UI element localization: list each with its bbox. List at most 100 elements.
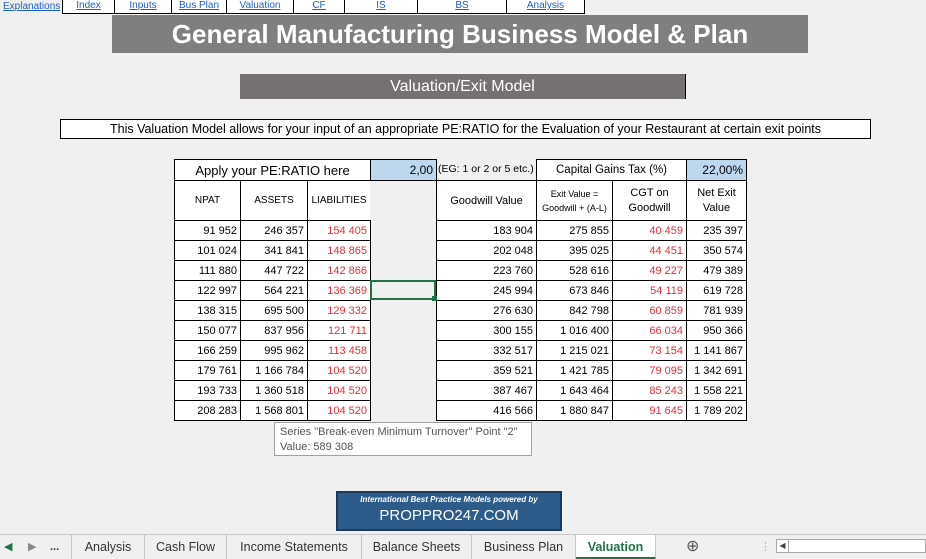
net-exit-cell[interactable]: 235 397 (686, 220, 747, 241)
assets-cell[interactable]: 246 357 (240, 220, 308, 241)
cgt-cell[interactable]: 49 227 (612, 260, 687, 281)
proppro-logo[interactable]: International Best Practice Models power… (336, 491, 562, 531)
assets-cell[interactable]: 447 722 (240, 260, 308, 281)
tab-analysis[interactable]: Analysis (72, 535, 145, 559)
goodwill-cell[interactable]: 223 760 (436, 260, 537, 281)
assets-cell[interactable]: 995 962 (240, 340, 308, 361)
tab-business-plan[interactable]: Business Plan (472, 535, 576, 559)
nav-link-is-label[interactable]: IS (376, 0, 386, 11)
tab-cash-flow[interactable]: Cash Flow (145, 535, 227, 559)
tab-valuation[interactable]: Valuation (576, 535, 656, 559)
exit-value-cell[interactable]: 1 421 785 (536, 360, 613, 381)
goodwill-cell[interactable]: 300 155 (436, 320, 537, 341)
exit-value-cell[interactable]: 528 616 (536, 260, 613, 281)
liabilities-cell[interactable]: 104 520 (307, 360, 371, 381)
cgt-cell[interactable]: 60 859 (612, 300, 687, 321)
liabilities-cell[interactable]: 129 332 (307, 300, 371, 321)
nav-link-analysis-label[interactable]: Analysis (526, 0, 565, 11)
goodwill-cell[interactable]: 416 566 (436, 400, 537, 421)
nav-link-inputs[interactable]: Inputs (115, 0, 172, 14)
net-exit-cell[interactable]: 1 342 691 (686, 360, 747, 381)
nav-link-valuation-label[interactable]: Valuation (239, 0, 281, 11)
nav-link-cf[interactable]: CF (294, 0, 345, 14)
nav-link-explanations[interactable]: Explanations (3, 1, 61, 12)
goodwill-cell[interactable]: 245 994 (436, 280, 537, 301)
assets-cell[interactable]: 837 956 (240, 320, 308, 341)
npat-cell[interactable]: 111 880 (174, 260, 241, 281)
exit-value-cell[interactable]: 1 880 847 (536, 400, 613, 421)
exit-value-cell[interactable]: 673 846 (536, 280, 613, 301)
assets-cell[interactable]: 1 166 784 (240, 360, 308, 381)
nav-link-bs[interactable]: BS (418, 0, 507, 14)
cgt-cell[interactable]: 79 095 (612, 360, 687, 381)
liabilities-cell[interactable]: 104 520 (307, 380, 371, 401)
goodwill-cell[interactable]: 202 048 (436, 240, 537, 261)
liabilities-cell[interactable]: 104 520 (307, 400, 371, 421)
npat-cell[interactable]: 193 733 (174, 380, 241, 401)
nav-link-index[interactable]: Index (63, 0, 115, 14)
net-exit-cell[interactable]: 350 574 (686, 240, 747, 261)
net-exit-cell[interactable]: 619 728 (686, 280, 747, 301)
nav-link-bs-label[interactable]: BS (455, 0, 469, 11)
net-exit-cell[interactable]: 950 366 (686, 320, 747, 341)
net-exit-cell[interactable]: 1 558 221 (686, 380, 747, 401)
assets-cell[interactable]: 1 568 801 (240, 400, 308, 421)
scroll-tabs-right-icon[interactable]: ▶ (28, 541, 37, 553)
assets-cell[interactable]: 564 221 (240, 280, 308, 301)
npat-cell[interactable]: 208 283 (174, 400, 241, 421)
goodwill-cell[interactable]: 276 630 (436, 300, 537, 321)
goodwill-cell[interactable]: 359 521 (436, 360, 537, 381)
cgt-input[interactable]: 22,00% (686, 159, 747, 181)
liabilities-cell[interactable]: 148 865 (307, 240, 371, 261)
net-exit-cell[interactable]: 1 789 202 (686, 400, 747, 421)
npat-cell[interactable]: 179 761 (174, 360, 241, 381)
nav-link-bus-plan-label[interactable]: Bus Plan (178, 0, 220, 11)
net-exit-cell[interactable]: 1 141 867 (686, 340, 747, 361)
horizontal-scrollbar[interactable]: ◀ (776, 539, 926, 553)
liabilities-cell[interactable]: 121 711 (307, 320, 371, 341)
scroll-left-arrow-icon[interactable]: ◀ (777, 540, 789, 552)
nav-link-cf-label[interactable]: CF (312, 0, 326, 11)
add-sheet-icon[interactable]: ⊕ (686, 538, 700, 555)
exit-value-cell[interactable]: 842 798 (536, 300, 613, 321)
cgt-cell[interactable]: 66 034 (612, 320, 687, 341)
pe-ratio-input[interactable]: 2,00 (370, 159, 437, 181)
cgt-cell[interactable]: 73 154 (612, 340, 687, 361)
exit-value-cell[interactable]: 395 025 (536, 240, 613, 261)
fill-handle[interactable] (432, 296, 437, 301)
selected-cell[interactable] (370, 280, 436, 300)
cgt-cell[interactable]: 91 645 (612, 400, 687, 421)
assets-cell[interactable]: 1 360 518 (240, 380, 308, 401)
nav-link-analysis[interactable]: Analysis (507, 0, 585, 14)
nav-link-valuation[interactable]: Valuation (227, 0, 294, 14)
nav-link-inputs-label[interactable]: Inputs (129, 0, 157, 11)
npat-cell[interactable]: 150 077 (174, 320, 241, 341)
cgt-cell[interactable]: 40 459 (612, 220, 687, 241)
exit-value-cell[interactable]: 275 855 (536, 220, 613, 241)
npat-cell[interactable]: 122 997 (174, 280, 241, 301)
npat-cell[interactable]: 101 024 (174, 240, 241, 261)
net-exit-cell[interactable]: 781 939 (686, 300, 747, 321)
tab-income-statements[interactable]: Income Statements (227, 535, 362, 559)
splitter-handle-icon[interactable]: ⋮ (760, 541, 771, 553)
npat-cell[interactable]: 166 259 (174, 340, 241, 361)
cgt-cell[interactable]: 54 119 (612, 280, 687, 301)
exit-value-cell[interactable]: 1 215 021 (536, 340, 613, 361)
liabilities-cell[interactable]: 142 866 (307, 260, 371, 281)
nav-link-bus-plan[interactable]: Bus Plan (172, 0, 227, 14)
goodwill-cell[interactable]: 183 904 (436, 220, 537, 241)
net-exit-cell[interactable]: 479 389 (686, 260, 747, 281)
scroll-tabs-left-icon[interactable]: ◀ (4, 541, 13, 553)
exit-value-cell[interactable]: 1 643 464 (536, 380, 613, 401)
npat-cell[interactable]: 91 952 (174, 220, 241, 241)
cgt-cell[interactable]: 44 451 (612, 240, 687, 261)
nav-link-is[interactable]: IS (345, 0, 418, 14)
goodwill-cell[interactable]: 332 517 (436, 340, 537, 361)
assets-cell[interactable]: 341 841 (240, 240, 308, 261)
npat-cell[interactable]: 138 315 (174, 300, 241, 321)
tab-balance-sheets[interactable]: Balance Sheets (362, 535, 472, 559)
liabilities-cell[interactable]: 113 458 (307, 340, 371, 361)
liabilities-cell[interactable]: 136 369 (307, 280, 371, 301)
nav-link-index-label[interactable]: Index (76, 0, 101, 11)
goodwill-cell[interactable]: 387 467 (436, 380, 537, 401)
